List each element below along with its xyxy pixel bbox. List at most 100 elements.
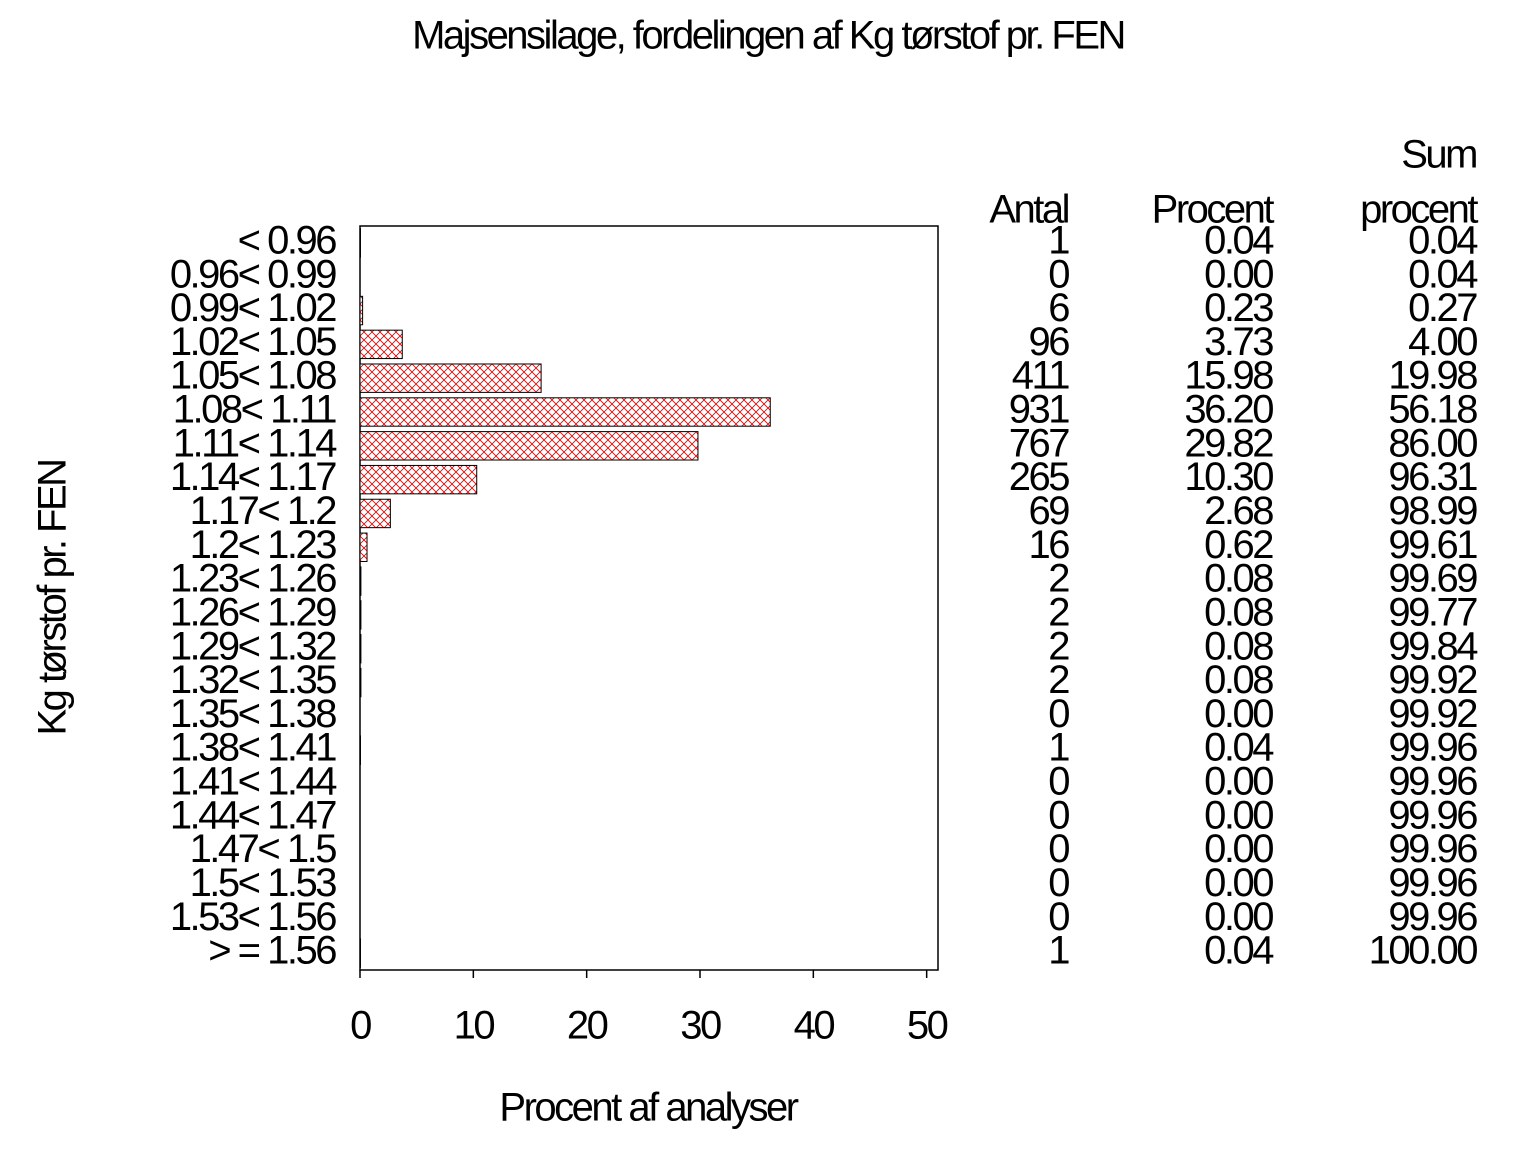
table-percent: 0.00 bbox=[1204, 861, 1273, 905]
table-percent: 29.82 bbox=[1184, 421, 1273, 465]
y-axis-label: Kg tørstof pr. FEN bbox=[31, 460, 75, 735]
bar bbox=[359, 600, 362, 630]
y-tick-label: > = 1.56 bbox=[208, 929, 336, 973]
table-percent: 0.04 bbox=[1204, 726, 1274, 770]
table-cumulative: 86.00 bbox=[1388, 421, 1477, 465]
table-count: 0 bbox=[1048, 793, 1069, 837]
table-cumulative: 0.27 bbox=[1408, 286, 1477, 330]
table-count: 931 bbox=[1009, 388, 1069, 432]
x-tick-label: 40 bbox=[794, 1004, 835, 1048]
table-cumulative: 4.00 bbox=[1408, 320, 1477, 364]
table-percent: 36.20 bbox=[1184, 388, 1273, 432]
table-cumulative: 99.96 bbox=[1388, 895, 1477, 939]
table-count: 2 bbox=[1048, 658, 1069, 702]
y-tick-label: 1.35< 1.38 bbox=[170, 692, 336, 736]
table-percent: 0.00 bbox=[1204, 692, 1273, 736]
table-count: 2 bbox=[1048, 624, 1069, 668]
table-cumulative: 99.61 bbox=[1388, 523, 1477, 567]
y-tick-label: 1.11< 1.14 bbox=[173, 421, 337, 465]
table-percent: 0.08 bbox=[1204, 590, 1273, 634]
y-tick-label: 1.26< 1.29 bbox=[170, 590, 336, 634]
bar bbox=[359, 532, 368, 562]
bar bbox=[359, 431, 699, 461]
x-tick-label: 50 bbox=[907, 1004, 948, 1048]
x-tick-label: 10 bbox=[454, 1004, 495, 1048]
table-count: 0 bbox=[1048, 252, 1069, 296]
y-tick-label: < 0.96 bbox=[238, 218, 337, 262]
table-percent: 0.00 bbox=[1204, 793, 1273, 837]
table-cumulative: 100.00 bbox=[1369, 929, 1478, 973]
bar bbox=[359, 566, 362, 596]
bar bbox=[359, 634, 362, 664]
table-count: 6 bbox=[1048, 286, 1069, 330]
y-tick-label: 1.44< 1.47 bbox=[170, 793, 336, 837]
table-cumulative: 99.96 bbox=[1388, 861, 1477, 905]
table-percent: 10.30 bbox=[1184, 455, 1273, 499]
bar bbox=[359, 464, 478, 495]
table-cumulative: 0.04 bbox=[1408, 252, 1478, 296]
table-cumulative: 0.04 bbox=[1408, 218, 1478, 262]
bar bbox=[359, 498, 391, 529]
y-tick-label: 1.2< 1.23 bbox=[190, 523, 337, 567]
plot-frame bbox=[359, 225, 939, 971]
x-tick-label: 30 bbox=[680, 1004, 721, 1048]
table-percent: 2.68 bbox=[1204, 489, 1273, 533]
chart-title: Majsensilage, fordelingen af Kg tørstof … bbox=[412, 14, 1124, 58]
table-cumulative: 99.69 bbox=[1388, 557, 1477, 601]
table-count: 2 bbox=[1048, 557, 1069, 601]
table-count: 0 bbox=[1048, 760, 1069, 804]
table-percent: 0.00 bbox=[1204, 895, 1273, 939]
table-count: 411 bbox=[1012, 354, 1070, 398]
y-tick-label: 0.96< 0.99 bbox=[170, 252, 336, 296]
bar bbox=[359, 329, 403, 360]
bar bbox=[359, 397, 771, 427]
x-tick-label: 0 bbox=[350, 1004, 371, 1048]
table-cumulative: 19.98 bbox=[1388, 354, 1477, 398]
table-header: Antal bbox=[989, 188, 1068, 232]
table-count: 0 bbox=[1048, 861, 1069, 905]
table-header: Procent bbox=[1152, 188, 1275, 232]
table-count: 16 bbox=[1029, 523, 1070, 567]
table-percent: 0.08 bbox=[1204, 624, 1273, 668]
table-percent: 0.00 bbox=[1204, 827, 1273, 871]
table-count: 1 bbox=[1048, 218, 1069, 262]
table-cumulative: 99.96 bbox=[1388, 726, 1477, 770]
table-cumulative: 99.77 bbox=[1388, 590, 1477, 634]
table-cumulative: 99.92 bbox=[1388, 658, 1477, 702]
y-tick-label: 1.29< 1.32 bbox=[170, 624, 336, 668]
table-percent: 3.73 bbox=[1204, 320, 1273, 364]
table-count: 767 bbox=[1009, 421, 1069, 465]
y-tick-label: 1.17< 1.2 bbox=[190, 489, 337, 533]
table-percent: 0.23 bbox=[1204, 286, 1273, 330]
y-tick-label: 1.47< 1.5 bbox=[190, 827, 337, 871]
table-cumulative: 99.96 bbox=[1388, 793, 1477, 837]
y-tick-label: 1.53< 1.56 bbox=[170, 895, 336, 939]
table-percent: 0.04 bbox=[1204, 218, 1274, 262]
table-count: 0 bbox=[1048, 692, 1069, 736]
table-cumulative: 98.99 bbox=[1388, 489, 1477, 533]
y-tick-label: 1.5< 1.53 bbox=[190, 861, 337, 905]
y-tick-label: 1.05< 1.08 bbox=[170, 354, 336, 398]
y-tick-label: 1.02< 1.05 bbox=[170, 320, 336, 364]
table-percent: 0.08 bbox=[1204, 658, 1273, 702]
y-tick-label: 1.14< 1.17 bbox=[170, 455, 336, 499]
y-tick-label: 1.38< 1.41 bbox=[170, 726, 336, 770]
y-tick-label: 0.99< 1.02 bbox=[170, 286, 336, 330]
table-cumulative: 99.96 bbox=[1388, 760, 1477, 804]
table-percent: 0.62 bbox=[1204, 523, 1273, 567]
table-header: procent bbox=[1360, 188, 1478, 232]
table-percent: 0.04 bbox=[1204, 929, 1274, 973]
table-percent: 15.98 bbox=[1184, 354, 1273, 398]
table-cumulative: 96.31 bbox=[1388, 455, 1477, 499]
table-count: 69 bbox=[1029, 489, 1070, 533]
table-count: 2 bbox=[1048, 590, 1069, 634]
table-count: 1 bbox=[1048, 726, 1069, 770]
table-cumulative: 99.96 bbox=[1388, 827, 1477, 871]
table-count: 265 bbox=[1009, 455, 1069, 499]
table-count: 0 bbox=[1048, 827, 1069, 871]
y-tick-label: 1.08< 1.11 bbox=[173, 388, 336, 432]
table-cumulative: 56.18 bbox=[1388, 388, 1477, 432]
table-header: Sum bbox=[1401, 133, 1476, 177]
